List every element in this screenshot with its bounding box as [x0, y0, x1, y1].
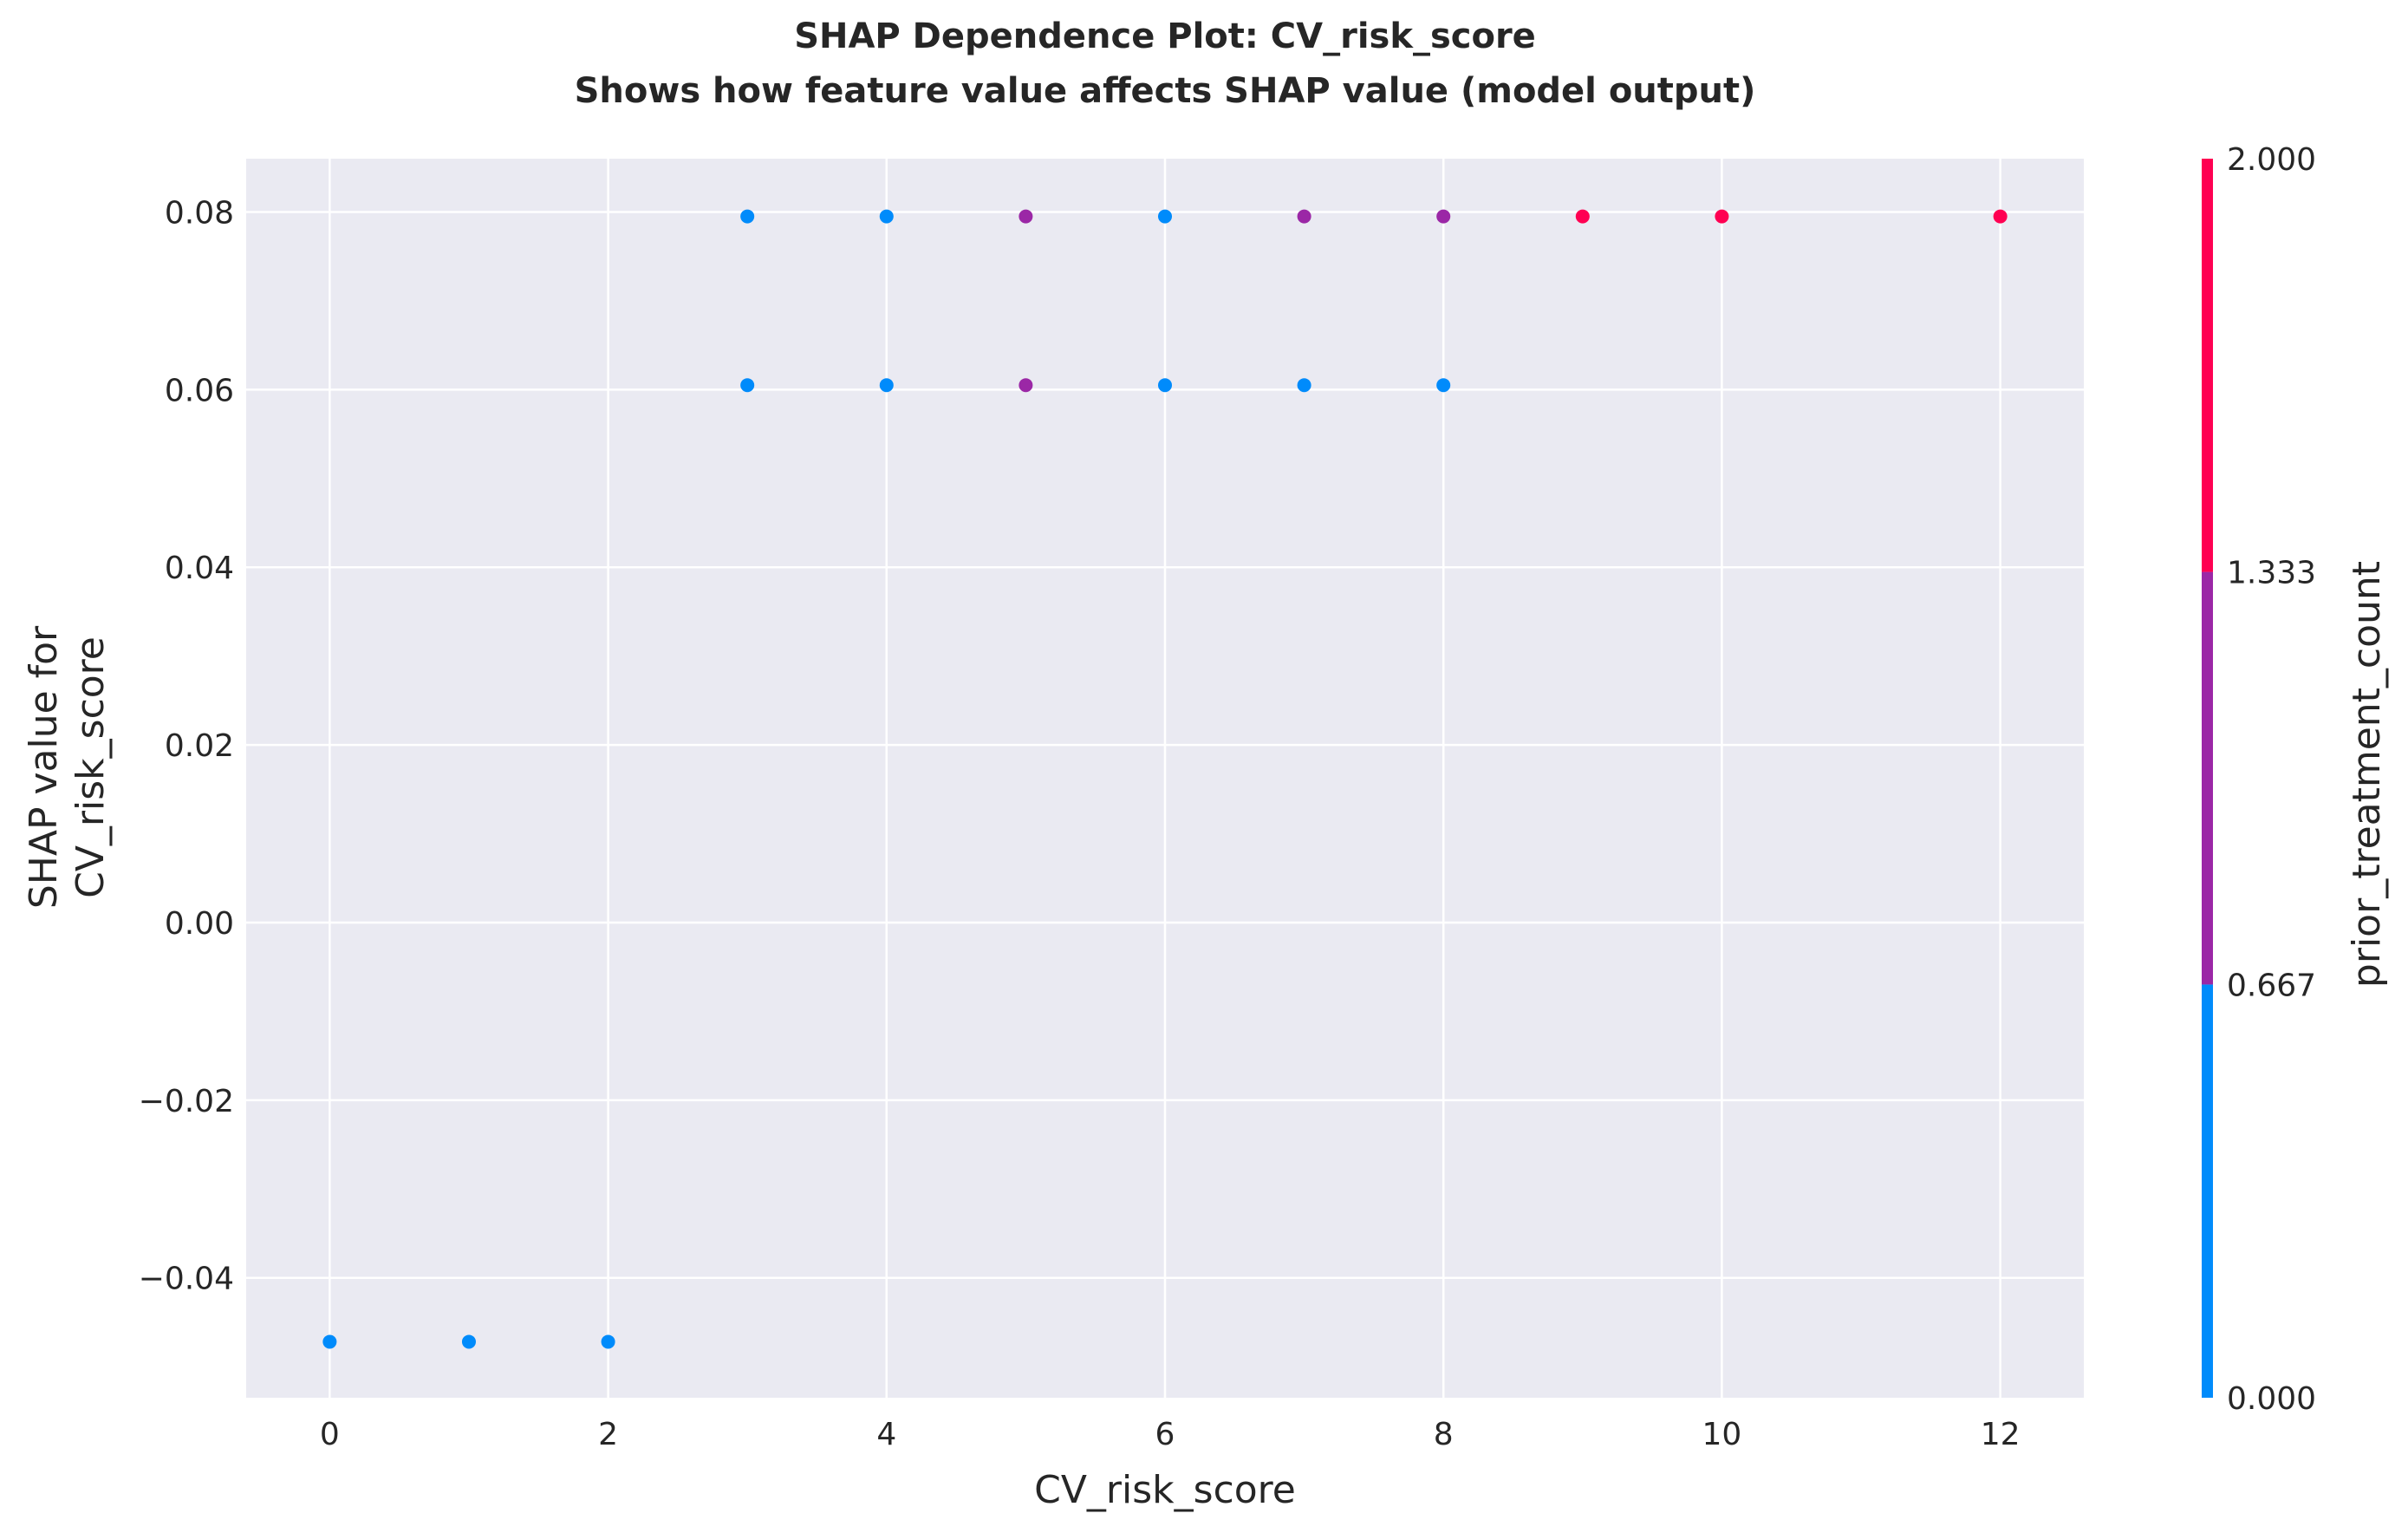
data-point: [1158, 209, 1172, 224]
colorbar-band: [2202, 571, 2213, 985]
colorbar-ticks: 0.000 0.667 1.333 2.000: [2227, 142, 2316, 1417]
colorbar-band: [2202, 159, 2213, 572]
data-point: [1575, 209, 1590, 224]
data-point: [601, 1334, 615, 1349]
x-tick-label: 0: [320, 1417, 340, 1452]
data-point: [1158, 378, 1172, 393]
colorbar-band: [2202, 984, 2213, 1398]
data-point: [1436, 378, 1451, 393]
data-point: [740, 378, 755, 393]
data-point: [461, 1334, 476, 1349]
data-point: [879, 378, 894, 393]
chart-subtitle: Shows how feature value affects SHAP val…: [575, 71, 1756, 111]
x-tick-label: 4: [876, 1417, 896, 1452]
x-tick-label: 6: [1155, 1417, 1175, 1452]
y-tick-label: 0.04: [165, 551, 234, 586]
data-point: [1297, 378, 1311, 393]
x-tick-label: 8: [1434, 1417, 1454, 1452]
data-point: [322, 1334, 337, 1349]
x-tick-label: 2: [598, 1417, 618, 1452]
colorbar-tick-label: 1.333: [2227, 556, 2316, 591]
y-tick-label: 0.00: [165, 906, 234, 942]
x-axis-ticks: 0 2 4 6 8 10 12: [320, 1417, 2021, 1452]
data-point: [740, 209, 755, 224]
data-point: [1715, 209, 1729, 224]
y-axis-ticks: −0.04 −0.02 0.00 0.02 0.04 0.06 0.08: [139, 195, 234, 1296]
data-point: [1297, 209, 1311, 224]
chart-title: SHAP Dependence Plot: CV_risk_score: [794, 16, 1536, 56]
y-tick-label: 0.02: [165, 728, 234, 764]
data-point: [1436, 209, 1451, 224]
y-tick-label: −0.04: [139, 1262, 234, 1297]
data-point: [1019, 378, 1033, 393]
x-tick-label: 10: [1702, 1417, 1742, 1452]
x-tick-label: 12: [1981, 1417, 2021, 1452]
y-axis-label-line1: SHAP value for: [22, 625, 66, 909]
data-point: [879, 209, 894, 224]
colorbar-tick-label: 0.667: [2227, 968, 2316, 1003]
x-axis-label: CV_risk_score: [1034, 1468, 1296, 1512]
y-tick-label: −0.02: [139, 1084, 234, 1119]
data-point: [1993, 209, 2008, 224]
y-tick-label: 0.08: [165, 195, 234, 231]
scatter-points: [322, 209, 2008, 1349]
colorbar: [2202, 159, 2213, 1398]
colorbar-tick-label: 0.000: [2227, 1381, 2316, 1417]
colorbar-label: prior_treatment_count: [2345, 561, 2389, 988]
data-point: [1019, 209, 1033, 224]
y-axis-label-line2: CV_risk_score: [68, 636, 113, 898]
colorbar-tick-label: 2.000: [2227, 142, 2316, 178]
y-tick-label: 0.06: [165, 373, 234, 408]
